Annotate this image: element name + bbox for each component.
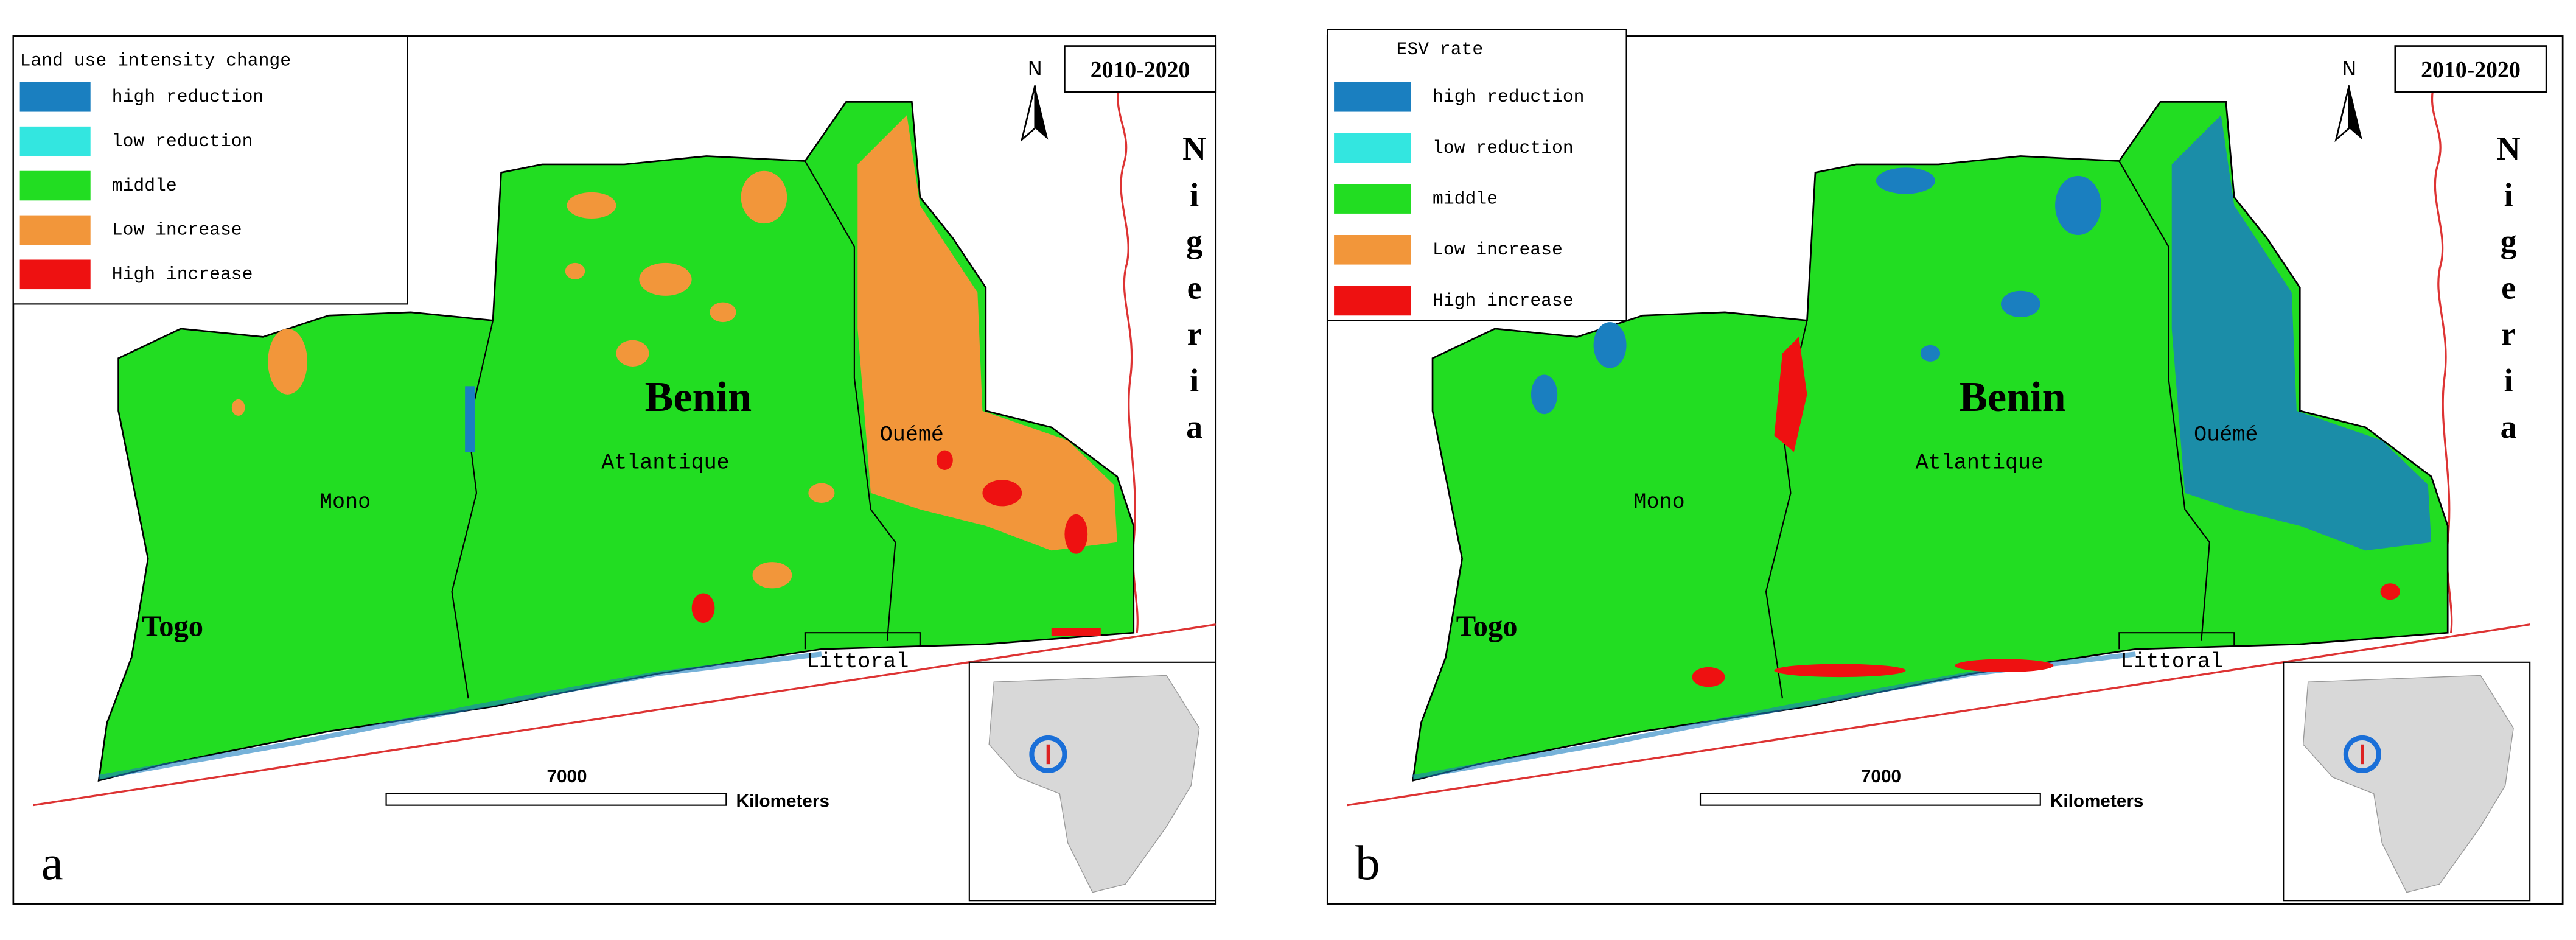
- legend-title: Land use intensity change: [20, 51, 291, 71]
- place-label: Benin: [645, 373, 752, 421]
- country-label: Nigeria: [2490, 130, 2527, 455]
- legend-label: High increase: [1433, 290, 1574, 311]
- north-arrow: [2334, 85, 2350, 142]
- north-arrow: [2349, 85, 2362, 140]
- legend-swatch: [19, 126, 91, 156]
- legend-box: [12, 35, 408, 305]
- period: 2010-2020: [2421, 57, 2521, 83]
- legend-swatch: [1334, 133, 1411, 163]
- legend-swatch: [1334, 82, 1411, 112]
- legend-label: middle: [1433, 188, 1498, 209]
- legend-label: Low increase: [112, 220, 242, 240]
- place-label: Togo: [142, 610, 203, 643]
- panel-label: b: [1355, 835, 1380, 890]
- scale-value: 7000: [546, 766, 587, 787]
- scale-bar: [1699, 793, 2041, 806]
- north-arrow: [1035, 85, 1049, 140]
- place-label: Littoral: [2121, 650, 2223, 674]
- legend-label: high reduction: [1433, 86, 1584, 107]
- panel: ESV rate high reduction low reduction middl…: [1326, 29, 2564, 905]
- legend-label: high reduction: [112, 86, 264, 107]
- scale-unit: Kilometers: [736, 791, 829, 811]
- place-label: Atlantique: [601, 451, 730, 475]
- place-label: Ouémé: [2194, 423, 2258, 447]
- period-box: [1064, 45, 1217, 93]
- period-box: [2394, 45, 2547, 93]
- country-label: Nigeria: [1176, 130, 1213, 455]
- scale-unit: Kilometers: [2050, 791, 2143, 811]
- place-label: Atlantique: [1916, 451, 2044, 475]
- place-label: Mono: [319, 490, 371, 514]
- legend-swatch: [19, 82, 91, 112]
- legend-swatch: [1334, 286, 1411, 316]
- legend-swatch: [19, 170, 91, 201]
- legend-label: middle: [112, 175, 177, 196]
- legend-swatch: [1334, 235, 1411, 265]
- legend-swatch: [19, 259, 91, 290]
- north-arrow: [1020, 85, 1036, 142]
- legend-box: [1327, 29, 1627, 321]
- panel-label: a: [41, 835, 63, 890]
- legend-label: High increase: [112, 264, 253, 285]
- legend-label: low reduction: [1433, 138, 1574, 158]
- north-label: N: [2342, 57, 2356, 80]
- scale-bar: [385, 793, 727, 806]
- legend-label: Low increase: [1433, 239, 1563, 260]
- period: 2010-2020: [1091, 57, 1190, 83]
- legend-swatch: [19, 215, 91, 245]
- place-label: Mono: [1633, 490, 1684, 514]
- place-label: Littoral: [806, 650, 909, 674]
- legend-swatch: [1334, 184, 1411, 214]
- place-label: Ouémé: [880, 423, 944, 447]
- place-label: Togo: [1456, 610, 1518, 643]
- place-label: Benin: [1959, 373, 2066, 421]
- legend-title: ESV rate: [1397, 39, 1484, 60]
- north-label: N: [1028, 57, 1042, 80]
- scale-value: 7000: [1861, 766, 1901, 787]
- legend-label: low reduction: [112, 131, 253, 152]
- panel: Land use intensity change high reduction l…: [12, 35, 1217, 905]
